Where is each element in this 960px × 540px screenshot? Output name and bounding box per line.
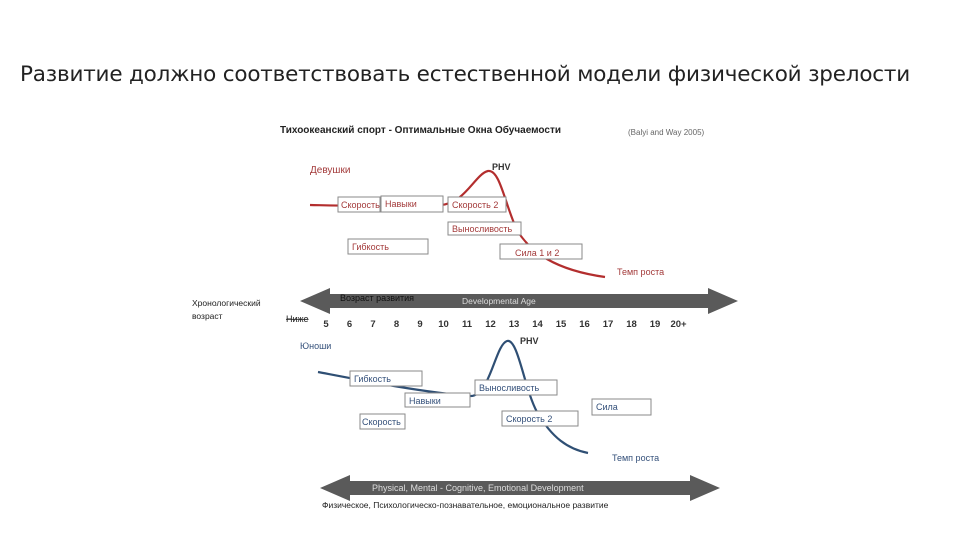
age-tick-label: 13 xyxy=(509,319,520,330)
boys-label: Юноши xyxy=(300,341,331,351)
age-tick-label: 10 xyxy=(438,319,449,330)
boys-endurance-label: Выносливость xyxy=(479,383,540,393)
girls-flexibility-label: Гибкость xyxy=(352,242,389,252)
age-tick-label: 20+ xyxy=(670,319,687,330)
holistic-development-arrow xyxy=(320,475,720,501)
boys-speed1-label: Скорость xyxy=(362,417,401,427)
figure-source: (Balyi and Way 2005) xyxy=(628,128,705,137)
girls-flexibility-box xyxy=(347,238,429,255)
girls-phv-label: PHV xyxy=(492,162,511,172)
boys-speed2-label: Скорость 2 xyxy=(506,414,552,424)
age-tick-label: 12 xyxy=(485,319,496,330)
chrono-age-label-line1: Хронологический xyxy=(192,298,261,308)
age-tick-label: 14 xyxy=(532,319,543,330)
age-tick-label: 7 xyxy=(370,319,375,330)
age-tick-label: 19 xyxy=(650,319,661,330)
girls-speed2-box xyxy=(447,196,507,213)
age-tick-label: 18 xyxy=(626,319,637,330)
figure-title: Тихоокеанский спорт - Оптимальные Окна О… xyxy=(280,124,561,136)
boys-growth-label: Темп роста xyxy=(612,453,659,463)
slide-title: Развитие должно соответствовать естестве… xyxy=(20,62,910,87)
age-tick-label: 9 xyxy=(417,319,422,330)
girls-growth-label: Темп роста xyxy=(617,267,664,277)
dev-age-label-ru: Возраст развития xyxy=(340,293,414,303)
boys-skills-label: Навыки xyxy=(409,396,441,406)
age-tick-label: 6 xyxy=(347,319,352,330)
age-tick-label: 11 xyxy=(462,319,473,330)
girls-strength-box xyxy=(499,243,583,260)
girls-endurance-box xyxy=(447,221,522,236)
girls-skills-label: Навыки xyxy=(385,199,417,209)
bottom-caption-ru: Физическое, Психологическо-познавательно… xyxy=(322,500,609,510)
girls-endurance-label: Выносливость xyxy=(452,224,513,234)
boys-skills-box xyxy=(404,392,471,408)
age-ticks: 5 6 7 8 9 10 11 12 13 14 15 16 17 18 19 20+ xyxy=(323,319,687,330)
age-tick-label: 5 xyxy=(323,319,329,330)
age-tick-label: 16 xyxy=(579,319,590,330)
boys-speed2-box xyxy=(501,410,579,427)
girls-strength-label: Сила 1 и 2 xyxy=(515,248,559,258)
girls-label: Девушки xyxy=(310,165,350,176)
developmental-age-arrow xyxy=(300,288,738,314)
age-tick-label: 8 xyxy=(394,319,399,330)
boys-phv-label: PHV xyxy=(520,336,539,346)
boys-strength-box xyxy=(591,398,652,416)
boys-flexibility-box xyxy=(349,370,423,387)
girls-skills-box xyxy=(380,195,444,213)
boys-flexibility-label: Гибкость xyxy=(354,374,391,384)
girls-speed1-box xyxy=(337,196,381,213)
chrono-age-label-line2: возраст xyxy=(192,311,223,321)
bottom-arrow-label-en: Physical, Mental - Cognitive, Emotional … xyxy=(372,483,584,493)
boys-strength-label: Сила xyxy=(596,402,618,412)
girls-speed1-label: Скорость xyxy=(341,200,380,210)
dev-age-label-en: Developmental Age xyxy=(462,296,536,306)
age-tick-label: 15 xyxy=(556,319,567,330)
boys-endurance-box xyxy=(474,379,558,396)
girls-speed2-label: Скорость 2 xyxy=(452,200,498,210)
boys-speed1-box xyxy=(359,413,406,430)
age-tick-label: 17 xyxy=(603,319,614,330)
lower-label: Ниже xyxy=(286,314,309,324)
